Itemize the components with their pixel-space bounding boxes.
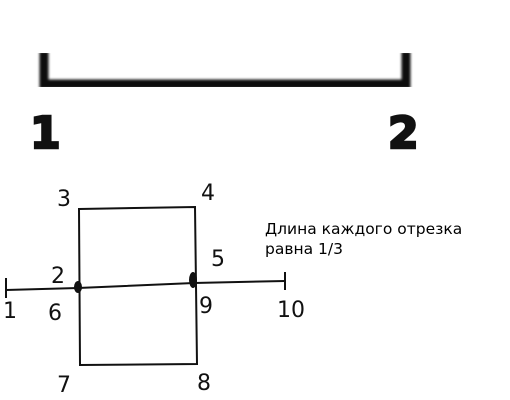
point-label-7: 7 xyxy=(57,373,71,398)
point-label-9: 9 xyxy=(199,294,213,319)
point-label-6: 6 xyxy=(48,301,62,326)
point-label-10: 10 xyxy=(277,298,305,323)
point-label-5: 5 xyxy=(211,247,225,272)
point-5-9-dot xyxy=(189,272,197,288)
point-label-4: 4 xyxy=(201,181,215,206)
point-label-3: 3 xyxy=(57,187,71,212)
point-label-2: 2 xyxy=(51,264,65,289)
point-2-6-dot xyxy=(74,281,82,293)
point-label-1: 1 xyxy=(3,299,17,324)
point-label-8: 8 xyxy=(197,371,211,396)
note-line-2: равна 1/3 xyxy=(265,240,343,258)
square-figure xyxy=(5,205,286,367)
top-segment xyxy=(39,51,411,89)
segment-length-note: Длина каждого отрезка равна 1/3 xyxy=(265,219,462,259)
square-outline xyxy=(77,205,199,367)
top-segment-bracket xyxy=(39,51,411,89)
note-line-1: Длина каждого отрезка xyxy=(265,220,463,238)
horizontal-line xyxy=(5,280,286,291)
top-segment-right-label: 2 xyxy=(388,108,419,159)
top-segment-left-label: 1 xyxy=(30,108,61,159)
